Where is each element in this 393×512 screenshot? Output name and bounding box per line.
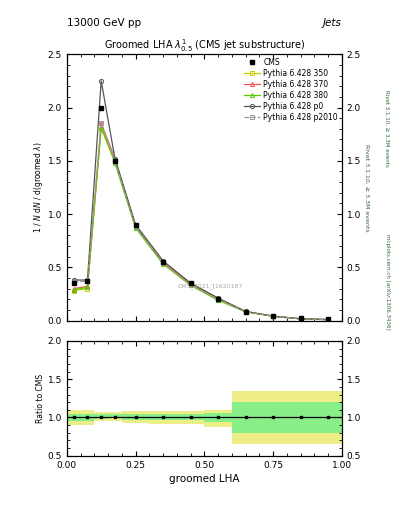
Pythia 6.428 p0 bbox=[298, 316, 303, 322]
Pythia 6.428 p0 bbox=[271, 313, 275, 319]
CMS bbox=[298, 315, 303, 322]
Pythia 6.428 370 bbox=[188, 280, 193, 286]
Pythia 6.428 p2010 bbox=[216, 296, 220, 302]
CMS bbox=[85, 278, 90, 284]
Pythia 6.428 p2010 bbox=[85, 278, 90, 284]
Text: 13000 GeV pp: 13000 GeV pp bbox=[67, 18, 141, 28]
Line: Pythia 6.428 350: Pythia 6.428 350 bbox=[72, 127, 330, 322]
Pythia 6.428 p2010 bbox=[161, 260, 165, 266]
Pythia 6.428 p0 bbox=[216, 295, 220, 301]
Pythia 6.428 p2010 bbox=[133, 224, 138, 230]
Pythia 6.428 350 bbox=[85, 286, 90, 292]
CMS bbox=[113, 158, 118, 164]
Pythia 6.428 p0 bbox=[85, 277, 90, 283]
CMS bbox=[243, 309, 248, 315]
Pythia 6.428 380 bbox=[188, 282, 193, 288]
Pythia 6.428 p0 bbox=[113, 156, 118, 162]
Pythia 6.428 350 bbox=[271, 313, 275, 319]
Pythia 6.428 370 bbox=[85, 283, 90, 289]
Pythia 6.428 p0 bbox=[99, 78, 104, 84]
Pythia 6.428 370 bbox=[99, 120, 104, 126]
CMS bbox=[326, 316, 331, 323]
Pythia 6.428 380 bbox=[271, 313, 275, 319]
Pythia 6.428 p2010 bbox=[271, 313, 275, 319]
Y-axis label: Rivet 3.1.10, ≥ 3.3M events: Rivet 3.1.10, ≥ 3.3M events bbox=[364, 143, 369, 231]
Pythia 6.428 380 bbox=[85, 285, 90, 291]
CMS bbox=[161, 259, 165, 265]
Pythia 6.428 350 bbox=[99, 126, 104, 132]
Pythia 6.428 p0 bbox=[188, 280, 193, 286]
Pythia 6.428 380 bbox=[298, 316, 303, 322]
Pythia 6.428 380 bbox=[161, 261, 165, 267]
Pythia 6.428 p0 bbox=[133, 222, 138, 228]
Pythia 6.428 370 bbox=[298, 316, 303, 322]
CMS bbox=[216, 296, 220, 302]
CMS bbox=[188, 280, 193, 286]
Title: Groomed LHA $\lambda^{1}_{0.5}$ (CMS jet substructure): Groomed LHA $\lambda^{1}_{0.5}$ (CMS jet… bbox=[104, 37, 305, 54]
Pythia 6.428 370 bbox=[216, 295, 220, 301]
X-axis label: groomed LHA: groomed LHA bbox=[169, 474, 240, 484]
Legend: CMS, Pythia 6.428 350, Pythia 6.428 370, Pythia 6.428 380, Pythia 6.428 p0, Pyth: CMS, Pythia 6.428 350, Pythia 6.428 370,… bbox=[242, 56, 340, 123]
Line: Pythia 6.428 380: Pythia 6.428 380 bbox=[72, 124, 330, 322]
Pythia 6.428 370 bbox=[161, 259, 165, 265]
Pythia 6.428 p2010 bbox=[188, 282, 193, 288]
Pythia 6.428 350 bbox=[216, 296, 220, 302]
CMS bbox=[133, 222, 138, 228]
Line: Pythia 6.428 370: Pythia 6.428 370 bbox=[72, 121, 330, 322]
Pythia 6.428 380 bbox=[99, 123, 104, 130]
Y-axis label: 1 / $\mathit{N}$ d$\mathit{N}$ / d(groomed $\lambda$): 1 / $\mathit{N}$ d$\mathit{N}$ / d(groom… bbox=[32, 141, 45, 233]
Pythia 6.428 380 bbox=[243, 309, 248, 315]
Pythia 6.428 350 bbox=[243, 309, 248, 315]
Pythia 6.428 380 bbox=[216, 297, 220, 303]
Pythia 6.428 350 bbox=[161, 260, 165, 266]
Text: CMS_2021_́[1620187: CMS_2021_́[1620187 bbox=[177, 283, 242, 289]
Pythia 6.428 380 bbox=[72, 287, 76, 293]
Pythia 6.428 370 bbox=[326, 316, 331, 323]
Pythia 6.428 350 bbox=[326, 316, 331, 323]
Pythia 6.428 380 bbox=[326, 316, 331, 323]
Pythia 6.428 380 bbox=[133, 225, 138, 231]
Pythia 6.428 p0 bbox=[243, 308, 248, 314]
Pythia 6.428 p0 bbox=[72, 277, 76, 283]
Pythia 6.428 p2010 bbox=[243, 309, 248, 315]
Text: Jets: Jets bbox=[323, 18, 342, 28]
Pythia 6.428 350 bbox=[188, 281, 193, 287]
Pythia 6.428 p2010 bbox=[326, 316, 331, 323]
Pythia 6.428 p0 bbox=[326, 316, 331, 323]
Pythia 6.428 370 bbox=[133, 223, 138, 229]
Pythia 6.428 380 bbox=[113, 160, 118, 166]
Pythia 6.428 p0 bbox=[161, 258, 165, 264]
Text: mcplots.cern.ch [arXiv:1306.3436]: mcplots.cern.ch [arXiv:1306.3436] bbox=[385, 234, 389, 329]
Pythia 6.428 350 bbox=[113, 158, 118, 164]
Line: Pythia 6.428 p2010: Pythia 6.428 p2010 bbox=[72, 121, 330, 322]
Pythia 6.428 p2010 bbox=[298, 316, 303, 322]
Text: Rivet 3.1.10, ≥ 3.3M events: Rivet 3.1.10, ≥ 3.3M events bbox=[385, 90, 389, 166]
Line: CMS: CMS bbox=[71, 105, 331, 322]
Y-axis label: Ratio to CMS: Ratio to CMS bbox=[36, 374, 45, 423]
Pythia 6.428 370 bbox=[243, 308, 248, 314]
Pythia 6.428 370 bbox=[72, 286, 76, 292]
CMS bbox=[99, 104, 104, 111]
CMS bbox=[72, 280, 76, 286]
Pythia 6.428 370 bbox=[271, 313, 275, 319]
Pythia 6.428 p2010 bbox=[99, 120, 104, 126]
CMS bbox=[271, 313, 275, 319]
Pythia 6.428 350 bbox=[133, 224, 138, 230]
Line: Pythia 6.428 p0: Pythia 6.428 p0 bbox=[72, 79, 330, 322]
Pythia 6.428 p2010 bbox=[113, 158, 118, 164]
Pythia 6.428 370 bbox=[113, 156, 118, 162]
Pythia 6.428 350 bbox=[72, 288, 76, 294]
Pythia 6.428 p2010 bbox=[72, 279, 76, 285]
Pythia 6.428 350 bbox=[298, 316, 303, 322]
